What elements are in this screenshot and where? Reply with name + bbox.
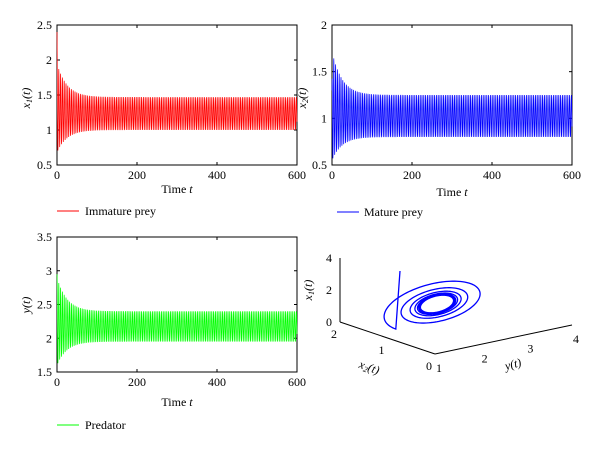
series-immature-prey	[56, 31, 298, 151]
x-tick-label: 600	[288, 168, 306, 182]
x-tick-label: 600	[288, 375, 306, 389]
x-tick-label: 400	[208, 375, 226, 389]
xlabel: Time t	[161, 395, 193, 409]
xlabel: Time t	[436, 185, 468, 199]
x2label: x2(t)	[356, 357, 381, 379]
y-tick-label: 4	[573, 332, 579, 346]
y-tick-label: 0.5	[312, 158, 327, 172]
y-tick-label: 1.5	[37, 88, 52, 102]
y-tick-label: 2	[46, 53, 52, 67]
plot-frame	[56, 236, 298, 373]
x2-tick-label: 0	[426, 359, 432, 373]
y-tick-label: 1	[46, 123, 52, 137]
legend-label-immature: Immature prey	[85, 204, 156, 218]
x-tick-label: 0	[54, 375, 60, 389]
panel-mature-prey: 0 200 400 600 0.5 1 1.5 2 x2(t) Time t Mature p…	[295, 18, 581, 219]
series-line	[56, 31, 298, 151]
y-tick-label: 2	[482, 351, 488, 365]
y-tick-label: 2	[321, 18, 327, 32]
axis-ticks: 0 200 400 600 1.5 2 2.5 3 3.5	[37, 230, 306, 389]
x-tick-label: 200	[128, 375, 146, 389]
y-tick-label: 0.5	[37, 158, 52, 172]
ylabel: y(t)	[19, 297, 33, 315]
axis-ticks: 0 200 400 600 0.5 1 1.5 2 2.5	[37, 18, 306, 182]
series-trajectory	[383, 270, 481, 331]
x2-tick-label: 1	[379, 343, 385, 357]
series-mature-prey	[331, 58, 573, 159]
ylabel: x1(t)	[19, 88, 34, 110]
panel-predator: 0 200 400 600 1.5 2 2.5 3 3.5 y(t) Time t Predat…	[19, 230, 306, 432]
x-tick-label: 0	[329, 168, 335, 182]
x-tick-label: 200	[403, 168, 421, 182]
y-tick-label: 2	[46, 331, 52, 345]
y-tick-label: 2.5	[37, 18, 52, 32]
y-tick-label: 3	[46, 264, 52, 278]
z-tick-label: 4	[326, 251, 332, 265]
x-tick-label: 400	[483, 168, 501, 182]
y-tick-label: 2.5	[37, 298, 52, 312]
y-tick-label: 1	[321, 111, 327, 125]
y-tick-label: 3	[527, 342, 533, 356]
series-line	[56, 274, 298, 364]
x-tick-label: 600	[563, 168, 581, 182]
axis-ticks: 0 200 400 600 0.5 1 1.5 2	[312, 18, 581, 182]
y-axis	[434, 324, 573, 355]
x-tick-label: 0	[54, 168, 60, 182]
x2-axis	[339, 321, 436, 355]
trajectory-line	[383, 270, 481, 331]
z-tick-label: 2	[326, 283, 332, 297]
series-predator	[56, 274, 298, 364]
x2-tick-label: 2	[331, 327, 337, 341]
x-tick-label: 200	[128, 168, 146, 182]
y-tick-label: 1	[436, 361, 442, 375]
zlabel: x1(t)	[301, 280, 316, 302]
plot-frame	[56, 24, 298, 166]
y-tick-label: 1.5	[37, 365, 52, 379]
y-tick-label: 1.5	[312, 65, 327, 79]
legend-label-predator: Predator	[85, 418, 126, 432]
ylabel: x2(t)	[295, 88, 310, 110]
legend-label-mature: Mature prey	[364, 205, 423, 219]
xlabel: Time t	[161, 182, 193, 196]
ylabel-3d: y(t)	[502, 355, 523, 373]
series-line	[331, 58, 573, 159]
y-tick-label: 3.5	[37, 230, 52, 244]
z-tick-label: 0	[326, 315, 332, 329]
panel-immature-prey: 0 200 400 600 0.5 1 1.5 2 2.5 x1(t) Time t Immat…	[19, 18, 306, 218]
x-tick-label: 400	[208, 168, 226, 182]
